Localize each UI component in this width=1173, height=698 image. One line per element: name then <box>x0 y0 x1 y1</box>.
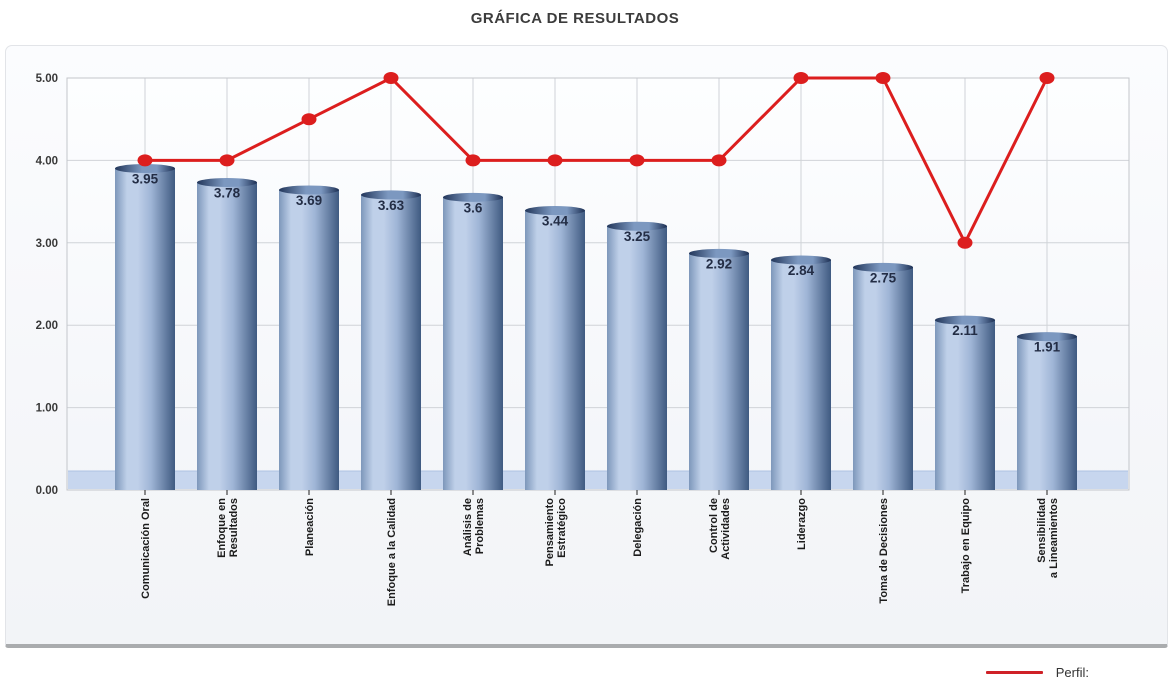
bar <box>771 259 831 490</box>
x-axis-label: Estratégico <box>556 498 568 558</box>
perfil-polyline <box>145 76 1049 247</box>
perfil-line-swatch <box>985 671 1043 674</box>
bar-value-label: 1.91 <box>1034 340 1061 355</box>
bar-value-label: 2.11 <box>952 323 978 338</box>
perfil-point <box>219 154 235 167</box>
x-axis-label: Pensamiento <box>544 498 556 567</box>
bar <box>525 210 585 490</box>
bar-value-label: 3.25 <box>624 229 651 244</box>
bar-top-cap <box>525 206 585 216</box>
bar <box>279 189 339 490</box>
x-axis-label: Análisis de <box>462 498 474 556</box>
bar-top-cap <box>443 192 503 202</box>
bar <box>443 197 503 491</box>
perfil-point <box>465 154 481 167</box>
legend: Perfil: <box>985 665 1089 680</box>
bar-top-cap <box>607 221 667 231</box>
bar-top-cap <box>853 262 913 272</box>
bar <box>853 267 913 490</box>
perfil-point <box>957 236 973 249</box>
bar-top-cap <box>689 248 749 258</box>
x-axis-label: Comunicación Oral <box>140 498 152 599</box>
bar-value-label: 2.92 <box>706 256 732 271</box>
bar-top-cap <box>197 178 257 188</box>
y-axis-label: 2.00 <box>36 320 58 332</box>
bar-value-label: 3.69 <box>296 193 322 208</box>
y-axis-label: 5.00 <box>36 73 58 85</box>
x-axis-label: Problemas <box>474 498 486 554</box>
x-axis-label: Enfoque a la Calidad <box>386 498 398 606</box>
x-axis-label: Control de <box>708 498 720 553</box>
y-axis-label: 4.00 <box>36 155 58 167</box>
bar-top-cap <box>361 190 421 200</box>
x-axis-label: Trabajo en Equipo <box>960 498 972 594</box>
x-axis-label: Enfoque en <box>216 498 228 558</box>
x-axis-label: Resultados <box>228 498 240 557</box>
y-axis-label: 0.00 <box>36 485 58 497</box>
x-axis-label: Planeación <box>304 498 316 556</box>
x-axis-label: Delegación <box>632 498 644 557</box>
perfil-line <box>137 72 1055 249</box>
bar <box>689 253 749 490</box>
bar <box>197 182 257 490</box>
perfil-point <box>793 72 809 84</box>
x-axis-labels: Comunicación Oral Enfoque en Resultados Pla… <box>140 490 1060 606</box>
bar <box>115 168 175 490</box>
x-axis-label: Sensibilidad <box>1036 498 1048 563</box>
bar-top-cap <box>1017 332 1077 342</box>
perfil-point <box>137 154 153 167</box>
bar <box>607 226 667 490</box>
y-axis-label: 1.00 <box>36 403 58 415</box>
bar-value-label: 3.63 <box>378 198 405 213</box>
bar <box>361 194 421 490</box>
bar <box>935 320 995 490</box>
chart-title: GRÁFICA DE RESULTADOS <box>470 10 680 27</box>
perfil-point <box>301 113 317 126</box>
x-axis-label: Toma de Decisiones <box>878 498 890 604</box>
perfil-point <box>547 154 563 167</box>
bar-value-label: 3.95 <box>132 172 159 187</box>
bar-top-cap <box>279 185 339 195</box>
bar-value-label: 3.78 <box>214 186 241 201</box>
x-axis-label: Liderazgo <box>796 498 808 550</box>
x-axis-label: Actividades <box>720 498 732 560</box>
bars: 3.95 3.78 3.69 3.63 3.6 3.44 3.25 2.92 2.84 2.75 2… <box>115 164 1077 491</box>
y-axis-labels: 0.00 1.00 2.00 3.00 4.00 5.00 <box>36 73 58 497</box>
bar-value-label: 2.84 <box>788 263 815 278</box>
perfil-point <box>629 154 645 167</box>
bar-value-label: 3.44 <box>542 214 569 229</box>
perfil-point <box>383 72 399 84</box>
perfil-point <box>875 72 891 84</box>
bar-value-label: 2.75 <box>870 270 897 285</box>
bar-top-cap <box>115 164 175 174</box>
x-axis-label: a Lineamientos <box>1048 498 1060 578</box>
legend-label: Perfil: <box>1055 665 1089 680</box>
plot-border <box>66 77 1130 491</box>
bar <box>1017 336 1077 490</box>
bar-top-cap <box>935 315 995 325</box>
bar-top-cap <box>771 255 831 265</box>
bar-value-label: 3.6 <box>464 200 483 215</box>
y-axis-label: 3.00 <box>36 238 58 250</box>
perfil-point <box>711 154 727 167</box>
perfil-point <box>1039 72 1055 84</box>
